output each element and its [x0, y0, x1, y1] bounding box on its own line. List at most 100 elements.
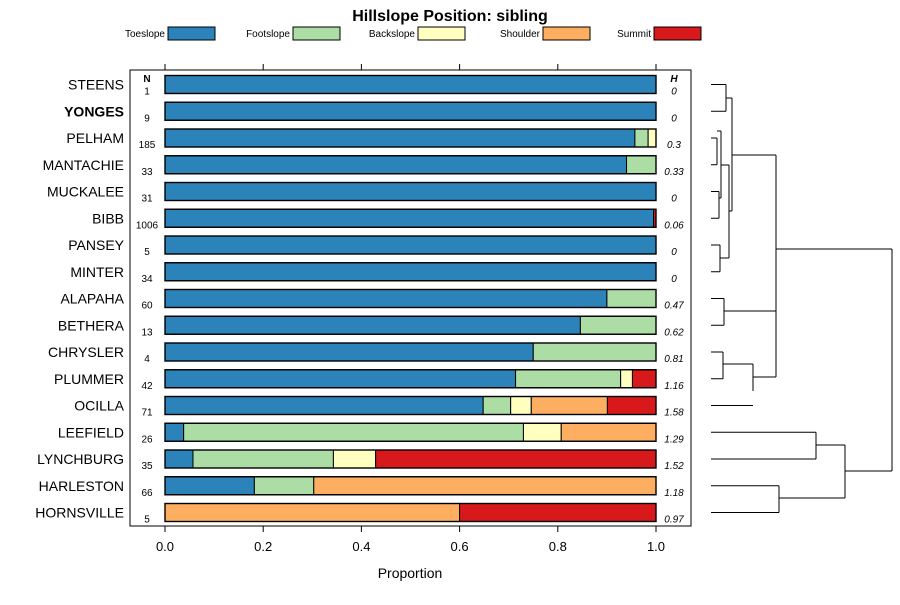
bar-segment-pansey-toeslope — [164, 235, 657, 255]
row-label-pansey: PANSEY — [68, 237, 124, 253]
bar-segment-ocilla-summit — [606, 396, 657, 415]
bar-outline-plummer — [164, 369, 657, 389]
row-label-bibb: BIBB — [92, 210, 124, 226]
row-n-yonges: 9 — [144, 113, 150, 124]
bar-outline-chrysler — [164, 342, 657, 362]
x-tick-label: 0.8 — [549, 539, 567, 554]
row-label-steens: STEENS — [68, 77, 124, 93]
legend-label-backslope: Backslope — [369, 29, 416, 40]
n-column-header: N — [143, 74, 150, 85]
bar-segment-ocilla-shoulder — [530, 396, 608, 415]
row-n-pansey: 5 — [144, 247, 150, 258]
bar-outline-ocilla — [164, 395, 657, 416]
bar-segment-steens-toeslope — [164, 75, 657, 94]
bar-segment-chrysler-toeslope — [164, 342, 534, 362]
bar-segment-lynchburg-summit — [375, 449, 657, 469]
row-n-minter: 34 — [141, 274, 153, 285]
x-axis: 0.0 0.2 0.4 0.6 0.8 1.0 — [156, 526, 665, 554]
plot-frame — [129, 69, 692, 527]
row-h-pelham: 0.3 — [667, 140, 681, 151]
bar-segment-minter-toeslope — [164, 262, 657, 282]
bar-outline-lynchburg — [164, 449, 657, 469]
row-n-hornsville: 5 — [144, 515, 150, 526]
row-h-mantachie: 0.33 — [664, 167, 684, 178]
row-label-lynchburg: LYNCHBURG — [37, 451, 124, 467]
bar-segment-plummer-backslope — [620, 369, 633, 389]
row-label-bethera: BETHERA — [58, 317, 125, 333]
row-n-ocilla: 71 — [141, 408, 153, 419]
chart-title: Hillslope Position: sibling — [352, 8, 548, 25]
legend-label-toeslope: Toeslope — [125, 29, 165, 40]
top-axis-ticks — [164, 64, 657, 70]
row-label-yonges: YONGES — [64, 103, 124, 119]
row-n-leefield: 26 — [141, 434, 153, 445]
row-h-bethera: 0.62 — [664, 327, 684, 338]
bar-segment-plummer-footslope — [515, 369, 622, 389]
row-label-plummer: PLUMMER — [54, 371, 124, 387]
bar-segment-pelham-backslope — [647, 128, 657, 148]
row-n-harleston: 66 — [141, 488, 153, 499]
bar-segment-lynchburg-backslope — [332, 449, 377, 469]
legend-swatch-shoulder — [542, 26, 591, 41]
row-h-harleston: 1.18 — [664, 488, 684, 499]
row-label-minter: MINTER — [70, 264, 124, 280]
bar-outline-bibb — [164, 208, 657, 228]
bar-segment-alapaha-footslope — [606, 289, 657, 308]
bar-segment-bibb-toeslope — [164, 208, 655, 228]
bar-segment-ocilla-backslope — [510, 396, 532, 415]
bar-outline-harleston — [164, 476, 657, 496]
row-h-chrysler: 0.81 — [664, 354, 683, 365]
row-h-steens: 0 — [671, 87, 677, 98]
legend-swatch-footslope — [292, 26, 341, 41]
row-label-leefield: LEEFIELD — [58, 424, 124, 440]
row-h-hornsville: 0.97 — [664, 515, 684, 526]
bar-segment-leefield-shoulder — [560, 422, 657, 442]
x-tick-label: 0.6 — [451, 539, 469, 554]
row-n-lynchburg: 35 — [141, 461, 153, 472]
dendrogram — [711, 84, 893, 513]
row-h-yonges: 0 — [671, 113, 677, 124]
bar-segment-lynchburg-toeslope — [164, 449, 194, 469]
bar-segment-plummer-summit — [631, 369, 657, 389]
row-h-muckalee: 0 — [671, 194, 677, 205]
row-label-chrysler: CHRYSLER — [48, 344, 124, 360]
x-tick-label: 0.0 — [156, 539, 174, 554]
legend-swatch-backslope — [417, 26, 466, 41]
row-label-pelham: PELHAM — [66, 130, 124, 146]
legend-label-shoulder: Shoulder — [500, 29, 541, 40]
bar-segment-leefield-footslope — [183, 422, 524, 442]
row-n-chrysler: 4 — [144, 354, 150, 365]
row-label-harleston: HARLESTON — [39, 478, 124, 494]
bar-segment-leefield-toeslope — [164, 422, 185, 442]
bar-segment-hornsville-shoulder — [164, 503, 461, 522]
bar-outline-alapaha — [164, 288, 657, 309]
legend-swatch-toeslope — [167, 26, 216, 41]
bar-segment-yonges-toeslope — [164, 101, 657, 121]
bar-segment-mantachie-toeslope — [164, 155, 628, 175]
row-label-alapaha: ALAPAHA — [60, 291, 124, 307]
row-h-plummer: 1.16 — [664, 381, 684, 392]
bar-segment-lynchburg-footslope — [192, 449, 334, 469]
bar-segment-harleston-footslope — [253, 476, 315, 496]
bar-segment-chrysler-footslope — [532, 342, 657, 362]
bar-outline-pansey — [164, 235, 657, 255]
x-tick-label: 0.4 — [352, 539, 370, 554]
bar-segment-leefield-backslope — [522, 422, 562, 442]
row-n-bibb: 1006 — [136, 220, 159, 231]
legend-label-footslope: Footslope — [246, 29, 290, 40]
x-axis-title: Proportion — [378, 565, 443, 581]
bar-segment-ocilla-toeslope — [164, 396, 484, 415]
h-column-header: H — [670, 74, 678, 85]
row-h-pansey: 0 — [671, 247, 677, 258]
bar-outline-leefield — [164, 422, 657, 442]
bar-segment-bethera-toeslope — [164, 315, 581, 335]
bar-outline-steens — [164, 74, 657, 95]
row-n-bethera: 13 — [141, 327, 153, 338]
x-tick-label: 1.0 — [647, 539, 665, 554]
row-h-bibb: 0.06 — [664, 220, 684, 231]
bar-outline-minter — [164, 262, 657, 282]
bar-rows: STEENS 1 0 YONGES 9 0 PELHAM 185 0.3 MANTACHIE 33 0… — [35, 74, 684, 526]
row-n-steens: 1 — [144, 87, 150, 98]
bar-outline-hornsville — [164, 502, 657, 523]
